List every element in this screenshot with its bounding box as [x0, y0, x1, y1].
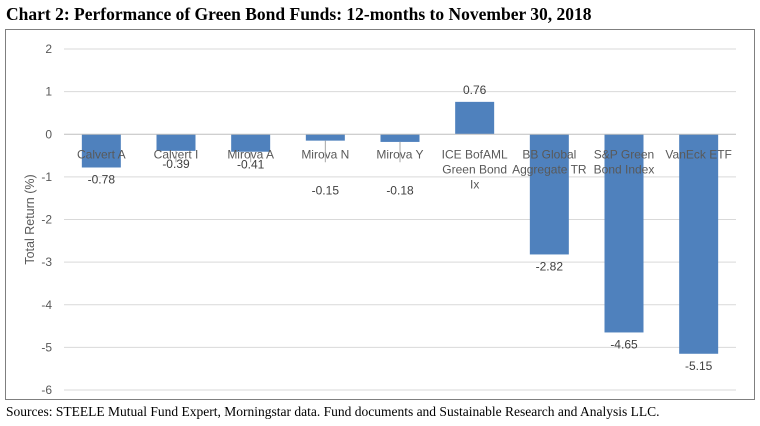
bar	[604, 134, 644, 333]
y-tick-label: -1	[41, 170, 52, 184]
y-tick-label: 2	[45, 42, 52, 56]
y-axis-label: Total Return (%)	[23, 174, 37, 264]
chart-title: Chart 2: Performance of Green Bond Funds…	[6, 4, 592, 24]
data-label: -0.15	[312, 183, 340, 197]
source-note: Sources: STEELE Mutual Fund Expert, Morn…	[6, 404, 660, 419]
category-label: S&P Green	[594, 147, 654, 161]
bar	[81, 134, 121, 168]
y-tick-label: 0	[45, 127, 52, 141]
chart-frame	[5, 29, 755, 400]
data-label: -0.18	[386, 183, 414, 197]
y-tick-label: 1	[45, 85, 52, 99]
category-label: VanEck ETF	[665, 147, 731, 161]
data-label: -0.39	[162, 157, 190, 171]
bar	[305, 134, 345, 141]
bar	[679, 134, 719, 354]
data-label: -4.65	[610, 337, 638, 351]
bar	[455, 101, 495, 135]
data-label: 0.76	[463, 83, 487, 97]
category-label: ICE BofAML	[442, 147, 508, 161]
y-tick-label: -2	[41, 213, 52, 227]
bar	[156, 134, 196, 151]
y-tick-label: -3	[41, 255, 52, 269]
category-label: Calvert A	[77, 147, 126, 161]
category-label: Aggregate TR	[512, 162, 587, 176]
bar	[231, 134, 271, 152]
category-label: Ix	[470, 177, 479, 191]
y-tick-label: -5	[41, 340, 52, 354]
data-label: -0.78	[88, 172, 116, 186]
bars	[81, 101, 719, 354]
bar	[529, 134, 569, 255]
y-ticks: -6 -5 -4 -3 -2 -1 0 1 2	[41, 42, 52, 397]
category-label: Bond Index	[594, 162, 655, 176]
gridlines	[64, 48, 736, 391]
y-tick-label: -6	[41, 383, 52, 397]
data-label: -2.82	[536, 259, 564, 273]
category-label: Green Bond	[442, 162, 507, 176]
data-label: -5.15	[685, 359, 713, 373]
y-tick-label: -4	[41, 298, 52, 312]
data-label: -0.41	[237, 158, 265, 172]
bar	[380, 134, 420, 142]
data-labels: -0.78 -0.39 -0.41 -0.15 -0.18 0.76 -2.82 -4.65 -…	[88, 83, 713, 373]
category-label: BB Global	[522, 147, 576, 161]
